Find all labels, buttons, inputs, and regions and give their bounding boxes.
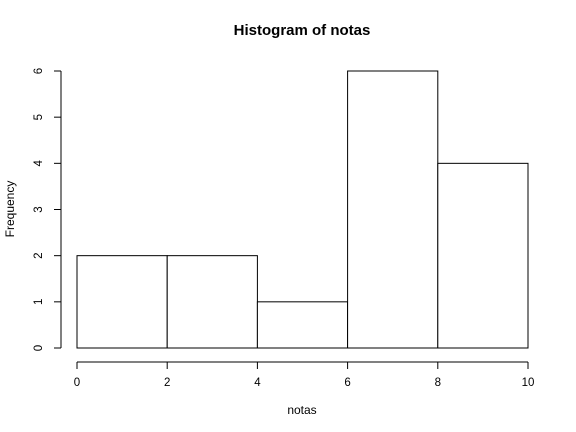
y-tick-label-6: 6 xyxy=(33,68,45,74)
x-tick-label-3: 6 xyxy=(344,377,350,389)
x-tick-label-4: 8 xyxy=(435,377,441,389)
y-axis-label: Frequency xyxy=(3,181,17,238)
histogram-bar-1 xyxy=(166,255,258,349)
histogram-bar-3 xyxy=(347,70,439,349)
y-tick-label-2: 2 xyxy=(33,252,45,258)
histogram-bar-2 xyxy=(256,301,349,349)
x-axis-label: notas xyxy=(287,403,316,417)
x-tick-label-1: 2 xyxy=(164,377,170,389)
chart-title: Histogram of notas xyxy=(234,22,371,39)
y-tick-label-4: 4 xyxy=(33,160,45,167)
x-tick-label-0: 0 xyxy=(74,377,80,389)
x-axis: 0 2 4 6 8 10 xyxy=(74,361,535,389)
y-tick-label-1: 1 xyxy=(33,299,45,305)
y-tick-label-3: 3 xyxy=(33,206,45,212)
y-tick-label-5: 5 xyxy=(33,114,45,120)
y-tick-label-0: 0 xyxy=(33,345,45,351)
x-tick-label-2: 4 xyxy=(254,377,261,389)
histogram-bar-0 xyxy=(76,255,168,349)
x-tick-label-5: 10 xyxy=(522,377,535,389)
bars-group xyxy=(76,70,529,349)
histogram-bar-4 xyxy=(437,162,529,349)
y-axis: 0 1 2 3 4 5 6 xyxy=(33,68,62,351)
